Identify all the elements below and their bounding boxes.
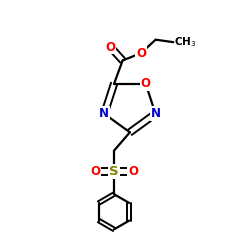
Text: S: S	[109, 165, 119, 178]
Text: O: O	[106, 40, 116, 54]
Text: O: O	[90, 165, 100, 178]
Text: CH$_3$: CH$_3$	[174, 35, 197, 49]
Text: O: O	[136, 47, 146, 60]
Text: N: N	[150, 107, 160, 120]
Text: O: O	[128, 165, 138, 178]
Text: O: O	[141, 77, 151, 90]
Text: N: N	[99, 107, 109, 120]
